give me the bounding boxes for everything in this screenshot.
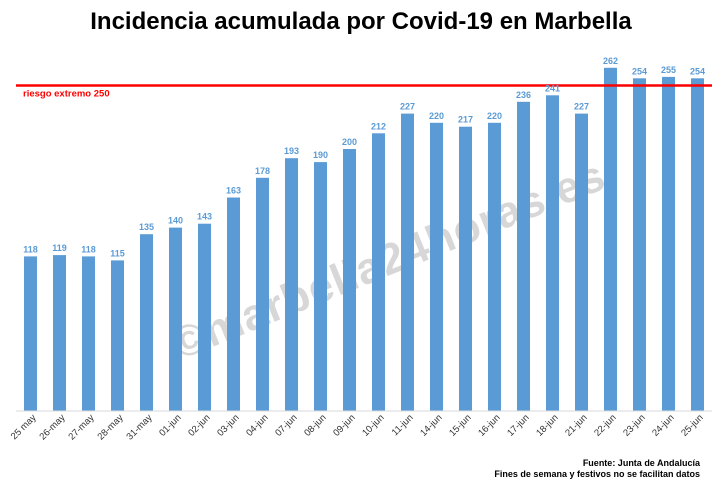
data-labels-layer: 118 119 118 115 135 140 143 163 178 193 190 200 212 2… bbox=[23, 56, 705, 259]
bar-25-jun bbox=[691, 78, 704, 412]
bar-31-may bbox=[140, 234, 153, 411]
bar-23-jun bbox=[633, 78, 646, 412]
bar-03-jun bbox=[227, 197, 240, 411]
x-tick-label: 26-may bbox=[37, 412, 67, 442]
x-tick-label: 10-jun bbox=[360, 412, 386, 438]
data-label: 200 bbox=[342, 137, 357, 147]
bar-10-jun bbox=[372, 133, 385, 412]
bar-08-jun bbox=[314, 162, 327, 411]
x-tick-label: 18-jun bbox=[534, 412, 560, 438]
bar-02-jun bbox=[198, 223, 211, 411]
bar-22-jun bbox=[604, 67, 617, 412]
data-label: 217 bbox=[458, 115, 473, 125]
data-label: 163 bbox=[226, 186, 241, 196]
bars-layer bbox=[24, 67, 704, 412]
data-label: 254 bbox=[632, 66, 647, 76]
data-label: 212 bbox=[371, 121, 386, 131]
x-tick-label: 25-jun bbox=[679, 412, 705, 438]
data-label: 220 bbox=[487, 111, 502, 121]
data-label: 119 bbox=[52, 243, 67, 253]
x-tick-label: 07-jun bbox=[273, 412, 299, 438]
x-tick-label: 14-jun bbox=[418, 412, 444, 438]
x-tick-label: 17-jun bbox=[505, 412, 531, 438]
data-label: 254 bbox=[690, 66, 705, 76]
data-label: 140 bbox=[168, 216, 183, 226]
x-tick-label: 01-jun bbox=[157, 412, 183, 438]
bar-14-jun bbox=[430, 122, 443, 412]
chart-title: Incidencia acumulada por Covid-19 en Mar… bbox=[90, 8, 632, 35]
data-label: 241 bbox=[545, 83, 560, 93]
x-tick-label: 28-may bbox=[95, 412, 125, 442]
data-label: 220 bbox=[429, 111, 444, 121]
x-tick-label: 24-jun bbox=[650, 412, 676, 438]
x-tick-label: 11-jun bbox=[390, 412, 416, 438]
data-label: 118 bbox=[23, 244, 38, 254]
data-label: 135 bbox=[139, 222, 154, 232]
x-tick-label: 22-jun bbox=[592, 412, 618, 438]
data-label: 118 bbox=[81, 244, 96, 254]
data-label: 178 bbox=[255, 166, 270, 176]
data-availability-note: Fines de semana y festivos no se facilit… bbox=[494, 469, 700, 479]
data-label: 193 bbox=[284, 146, 299, 156]
x-tick-label: 08-jun bbox=[302, 412, 328, 438]
x-tick-label: 25 may bbox=[9, 412, 39, 442]
x-tick-label: 21-jun bbox=[563, 412, 589, 438]
x-tick-label: 03-jun bbox=[215, 412, 241, 438]
bar-18-jun bbox=[546, 95, 559, 412]
source-note: Fuente: Junta de Andalucía bbox=[582, 458, 700, 468]
bar-27-may bbox=[82, 256, 95, 411]
x-tick-label: 04-jun bbox=[244, 412, 270, 438]
bar-28-may bbox=[111, 260, 124, 411]
data-label: 255 bbox=[661, 65, 676, 75]
bar-09-jun bbox=[343, 149, 356, 411]
data-label: 236 bbox=[516, 90, 531, 100]
bar-26-may bbox=[53, 255, 66, 411]
x-tick-label: 23-jun bbox=[621, 412, 647, 438]
x-tick-label: 15-jun bbox=[447, 412, 473, 438]
bar-11-jun bbox=[401, 113, 414, 411]
reference-line-label: riesgo extremo 250 bbox=[23, 89, 110, 100]
bar-04-jun bbox=[256, 177, 269, 411]
bar-25-may bbox=[24, 256, 37, 411]
data-label: 227 bbox=[574, 102, 589, 112]
data-label: 115 bbox=[110, 248, 125, 258]
x-tick-label: 09-jun bbox=[331, 412, 357, 438]
bar-07-jun bbox=[285, 158, 298, 411]
bar-21-jun bbox=[575, 113, 588, 411]
data-label: 143 bbox=[197, 212, 212, 222]
data-label: 227 bbox=[400, 102, 415, 112]
bar-24-jun bbox=[662, 76, 675, 412]
x-tick-label: 31-may bbox=[124, 412, 154, 442]
bar-01-jun bbox=[169, 227, 182, 411]
footer: Fuente: Junta de Andalucía Fines de sema… bbox=[494, 458, 700, 480]
bar-16-jun bbox=[488, 122, 501, 412]
x-tick-label: 02-jun bbox=[186, 412, 212, 438]
data-label: 190 bbox=[313, 150, 328, 160]
bar-15-jun bbox=[459, 126, 472, 411]
bar-17-jun bbox=[517, 101, 530, 412]
x-tick-label: 16-jun bbox=[476, 412, 502, 438]
x-tick-label: 27-may bbox=[66, 412, 96, 442]
data-label: 262 bbox=[603, 56, 618, 66]
